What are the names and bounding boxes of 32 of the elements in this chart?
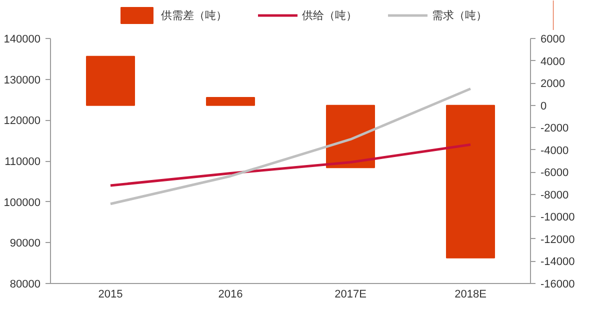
x-tick-label: 2018E [454,288,486,300]
legend-label: 需求（吨） [432,8,487,22]
legend-label: 供需差（吨） [161,8,227,22]
y2-tick-label: -4000 [540,144,569,157]
y2-tick-label: -8000 [540,189,569,202]
y2-tick-label: 0 [540,100,547,112]
y-tick-label: 110000 [4,156,40,168]
y-tick-label: 120000 [4,115,41,128]
y2-tick-label: 4000 [540,56,565,68]
y2-tick-label: -12000 [540,234,575,246]
y-tick-label: 80000 [10,278,41,290]
bar [446,104,495,258]
y2-tick-label: -2000 [540,122,569,135]
y2-tick-label: -16000 [540,278,575,290]
y-tick-label: 90000 [10,238,41,250]
legend-label: 供给（吨） [302,8,357,22]
y-tick-label: 130000 [4,74,41,86]
x-tick-label: 2015 [98,288,123,300]
y2-tick-label: -14000 [540,256,575,268]
y2-tick-label: -6000 [540,167,569,180]
y-tick-label: 140000 [4,34,41,46]
y-tick-label: 100000 [4,196,41,209]
y2-tick-label: 6000 [540,34,565,46]
line-series [109,143,472,187]
bar [86,56,135,106]
line-series [109,87,472,206]
x-tick-label: 2016 [218,288,243,300]
x-tick-label: 2017E [334,288,366,300]
bar [206,97,255,106]
y2-tick-label: 2000 [540,78,565,90]
y2-tick-label: -10000 [540,212,575,224]
bar [326,104,375,168]
